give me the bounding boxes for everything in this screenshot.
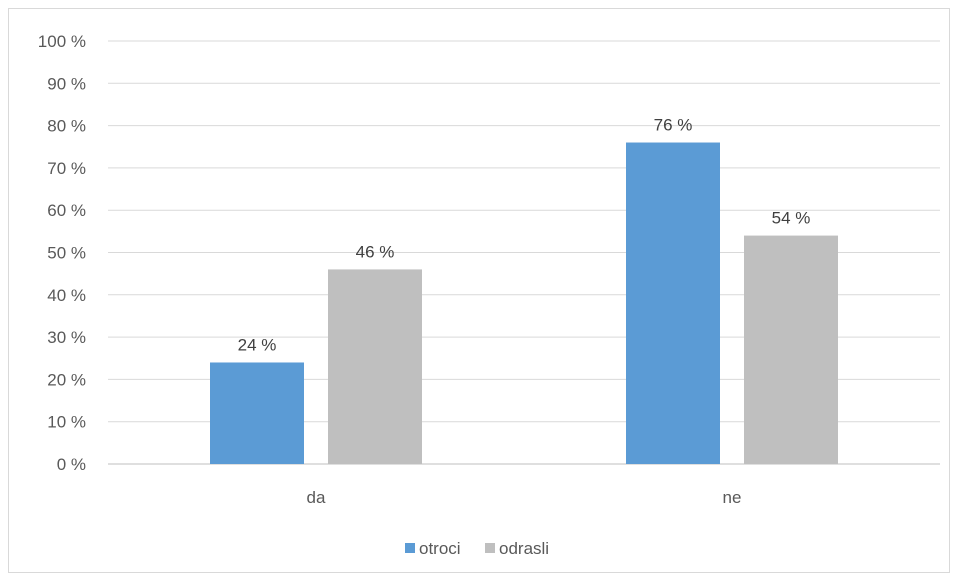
- y-tick-label: 0 %: [57, 455, 86, 474]
- x-category-label: da: [307, 488, 326, 507]
- data-label: 24 %: [238, 335, 277, 354]
- bar-odrasli-da: [328, 269, 422, 464]
- x-category-label: ne: [723, 488, 742, 507]
- y-tick-label: 10 %: [47, 413, 86, 432]
- legend-label-otroci: otroci: [419, 539, 461, 558]
- y-tick-label: 50 %: [47, 244, 86, 263]
- y-tick-label: 40 %: [47, 286, 86, 305]
- bar-otroci-ne: [626, 142, 720, 464]
- bar-odrasli-ne: [744, 235, 838, 464]
- y-tick-label: 100 %: [38, 32, 86, 51]
- data-label: 54 %: [772, 209, 811, 228]
- y-tick-label: 90 %: [47, 74, 86, 93]
- data-label: 46 %: [356, 242, 395, 261]
- legend-swatch-odrasli: [485, 543, 495, 553]
- bar-otroci-da: [210, 362, 304, 464]
- data-label: 76 %: [654, 116, 693, 135]
- legend-swatch-otroci: [405, 543, 415, 553]
- y-tick-label: 80 %: [47, 117, 86, 136]
- y-tick-label: 70 %: [47, 159, 86, 178]
- y-tick-label: 20 %: [47, 370, 86, 389]
- legend-label-odrasli: odrasli: [499, 539, 549, 558]
- y-tick-label: 30 %: [47, 328, 86, 347]
- y-tick-label: 60 %: [47, 201, 86, 220]
